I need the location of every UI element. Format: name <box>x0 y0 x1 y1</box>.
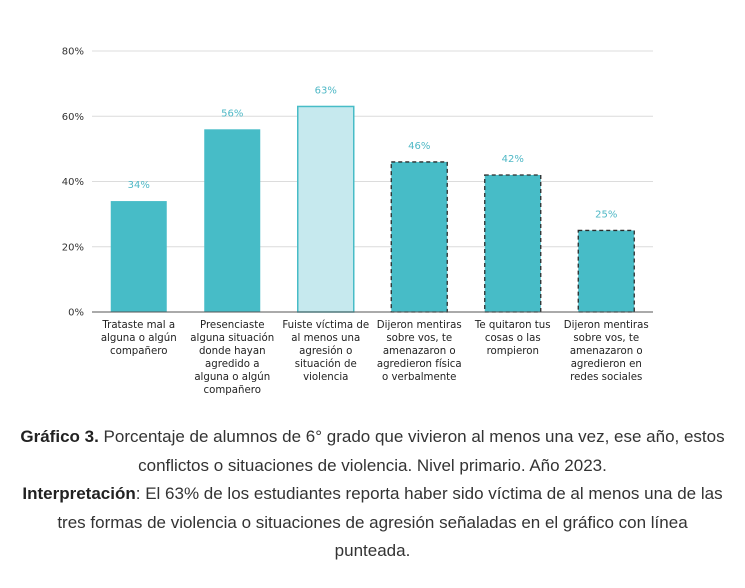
bar <box>390 161 448 313</box>
grid-lines <box>92 50 653 248</box>
x-category-label: Dijeron mentiras sobre vos, te amenazaron … <box>564 320 649 383</box>
bar <box>484 174 542 313</box>
data-labels: 34% 56% 63% 46% 42% 25% <box>128 85 618 220</box>
bar <box>204 129 261 312</box>
y-tick-label: 0% <box>68 308 84 319</box>
x-category-label-line: Trataste mal a <box>101 320 175 331</box>
data-label: 63% <box>315 85 337 96</box>
x-category-label-line: cosas o las <box>485 333 541 344</box>
y-tick-label: 80% <box>62 47 84 58</box>
x-category-label-line: agredieron en <box>571 359 642 370</box>
data-label: 25% <box>595 209 617 220</box>
x-category-label-line: violencia <box>303 372 348 383</box>
x-category-label-line: compañero <box>110 346 167 357</box>
x-category-label-line: sobre vos, te <box>573 333 639 344</box>
x-category-label-line: alguna o algún <box>194 371 270 383</box>
x-category-label-line: Fuiste víctima de <box>282 319 369 331</box>
x-category-label-line: compañero <box>204 385 261 396</box>
y-axis: 0% 20% 40% 60% 80% <box>62 47 84 319</box>
x-category-label-line: agredido a <box>205 359 259 370</box>
y-tick-label: 40% <box>62 177 84 188</box>
x-category-label-line: Presenciaste <box>200 320 264 331</box>
caption-interpretation-text: : El 63% de los estudiantes reporta habe… <box>57 484 723 560</box>
x-category-label-line: amenazaron o <box>570 346 643 357</box>
x-category-label-line: Dijeron mentiras <box>564 320 649 331</box>
figure-caption: Gráfico 3. Porcentaje de alumnos de 6° g… <box>20 423 725 566</box>
y-tick-label: 60% <box>62 112 84 123</box>
data-label: 56% <box>221 108 243 119</box>
x-category-label-line: al menos una <box>291 333 360 344</box>
x-category-label-line: alguna o algún <box>101 332 177 344</box>
x-category-label-line: donde hayan <box>199 346 266 357</box>
data-label: 46% <box>408 141 430 152</box>
bar <box>297 105 355 313</box>
data-label: 42% <box>502 154 524 165</box>
bar <box>577 229 635 313</box>
x-category-label-line: redes sociales <box>570 372 642 383</box>
caption-figure-text: Porcentaje de alumnos de 6° grado que vi… <box>98 427 725 475</box>
x-category-label-line: o verbalmente <box>382 372 456 383</box>
x-category-label-line: rompieron <box>487 346 539 357</box>
x-category-label-line: sobre vos, te <box>386 333 452 344</box>
x-category-label-line: Te quitaron tus <box>474 320 551 331</box>
x-category-label-line: agresión o <box>299 345 352 357</box>
bars <box>110 105 635 313</box>
bar <box>110 201 167 312</box>
y-tick-label: 20% <box>62 242 84 253</box>
data-label: 34% <box>128 180 150 191</box>
x-category-label: Presenciaste alguna situación donde hayan a… <box>190 320 274 396</box>
x-category-label: Te quitaron tus cosas o las rompieron <box>474 320 551 357</box>
x-category-label-line: alguna situación <box>190 332 274 344</box>
category-labels: Trataste mal a alguna o algún compañeroPre… <box>101 319 649 396</box>
bar-chart: 0% 20% 40% 60% 80% 34% 56% 63% 46% 42% 25% Tratas… <box>62 47 653 396</box>
x-category-label: Dijeron mentiras sobre vos, te amenazaron … <box>377 320 462 383</box>
x-category-label-line: Dijeron mentiras <box>377 320 462 331</box>
caption-interpretation-label: Interpretación <box>22 484 136 503</box>
x-category-label: Trataste mal a alguna o algún compañero <box>101 320 177 357</box>
x-category-label-line: agredieron física <box>377 358 462 370</box>
caption-figure-label: Gráfico 3. <box>20 427 99 446</box>
x-category-label-line: situación de <box>295 358 357 370</box>
x-category-label-line: amenazaron o <box>383 346 456 357</box>
